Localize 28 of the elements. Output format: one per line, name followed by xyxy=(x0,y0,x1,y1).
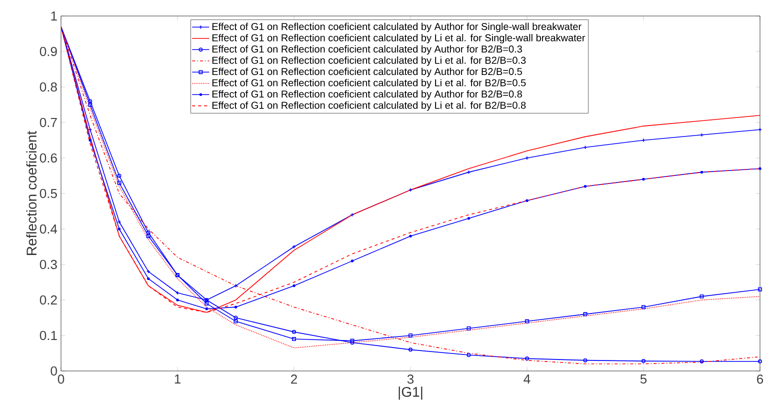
legend-label: Effect of G1 on Reflection coeficient calculated by Author for B2/B=0.8 xyxy=(212,90,522,100)
x-tick-label: 4 xyxy=(524,374,530,384)
legend-label: Effect of G1 on Reflection coeficient calculated by Li et al. for B2/B=0.3 xyxy=(212,56,526,66)
y-tick-label: 0.4 xyxy=(40,224,58,234)
legend-label: Effect of G1 on Reflection coeficient calculated by Author for B2/B=0.3 xyxy=(212,45,522,55)
y-tick-label: 0.2 xyxy=(40,295,57,305)
x-tick-label: 3 xyxy=(407,374,414,384)
legend-label: Effect of G1 on Reflection coeficient calculated by Li et al. for B2/B=0.5 xyxy=(212,78,526,88)
y-tick-label: 0 xyxy=(50,366,57,376)
x-tick-label: 5 xyxy=(640,374,647,384)
x-tick-label: 1 xyxy=(174,374,180,384)
y-tick-label: 0.8 xyxy=(40,82,57,92)
y-tick-label: 0.3 xyxy=(40,260,57,270)
y-tick-label: 0.9 xyxy=(40,46,57,56)
y-tick-label: 1 xyxy=(51,12,57,20)
y-tick-label: 0.1 xyxy=(40,330,57,340)
y-tick-label: 0.5 xyxy=(40,188,57,198)
x-tick-label: 6 xyxy=(757,374,764,384)
y-tick-label: 0.6 xyxy=(40,153,57,163)
x-tick-label: 0 xyxy=(58,374,64,384)
x-axis-title: |G1| xyxy=(398,386,422,400)
y-tick-label: 0.7 xyxy=(40,118,57,128)
legend-label: Effect of G1 on Reflection coeficient calculated by Li et al. for Single-wall breakwater xyxy=(212,34,586,44)
legend-label: Effect of G1 on Reflection coeficient calculated by Author for Single-wall breakwater xyxy=(212,22,582,32)
legend-label: Effect of G1 on Reflection coeficient calculated by Li et al. for B2/B=0.8 xyxy=(212,101,526,111)
x-tick-label: 2 xyxy=(291,374,297,384)
y-axis-title: Reflection coeficient xyxy=(26,130,37,255)
legend-label: Effect of G1 on Reflection coeficient calculated by Author for B2/B=0.5 xyxy=(212,68,522,78)
